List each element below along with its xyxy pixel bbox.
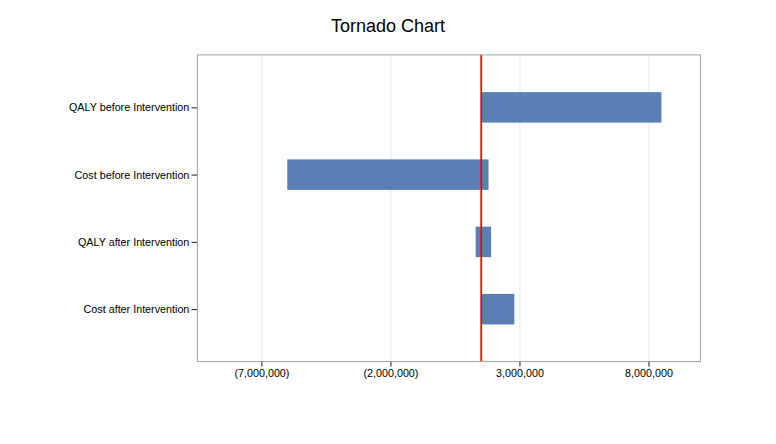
- html-text:Tornado Chart: Tornado Chart: [331, 16, 445, 36]
- svg-text:(2,000,000): (2,000,000): [363, 367, 418, 379]
- svg-text:QALY after Intervention: QALY after Intervention: [78, 236, 189, 248]
- svg-text:QALY before Intervention: QALY before Intervention: [69, 101, 189, 113]
- svg-text:Cost after Intervention: Cost after Intervention: [84, 303, 190, 315]
- svg-text:Cost before Intervention: Cost before Intervention: [75, 169, 190, 181]
- svg-text:8,000,000: 8,000,000: [625, 367, 673, 379]
- svg-text:3,000,000: 3,000,000: [496, 367, 544, 379]
- svg-text:(7,000,000): (7,000,000): [234, 367, 289, 379]
